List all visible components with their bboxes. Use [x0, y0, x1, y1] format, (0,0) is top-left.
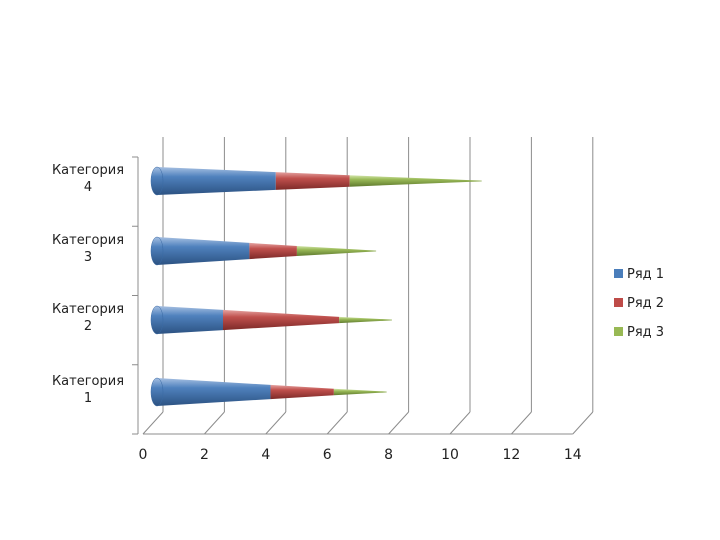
- gridline-floor: [388, 411, 409, 435]
- category-label: Категория 1: [52, 374, 124, 406]
- cone-base: [150, 166, 164, 196]
- gridline-floor: [204, 411, 225, 435]
- legend-swatch: [614, 269, 623, 278]
- x-tick-label: 14: [564, 447, 582, 463]
- gridline-floor: [572, 411, 594, 435]
- category-label: Категория 2: [52, 302, 124, 334]
- category-label: Категория 3: [52, 233, 124, 265]
- cone-segment-3: [339, 316, 392, 324]
- x-tick-label: 10: [441, 447, 459, 463]
- cone-segment-1: [157, 306, 223, 334]
- legend: Ряд 1 Ряд 2 Ряд 3: [614, 267, 664, 340]
- cone-base: [150, 377, 164, 407]
- x-tick-label: 12: [502, 447, 520, 463]
- legend-label: Ряд 2: [627, 296, 664, 311]
- legend-label: Ряд 1: [627, 267, 664, 282]
- cone-segment-1: [157, 237, 250, 265]
- gridline-floor: [511, 411, 532, 435]
- axes: [132, 156, 573, 435]
- gridline-floor: [326, 411, 348, 435]
- cone-base: [150, 305, 164, 335]
- cone-segment-2: [275, 172, 350, 190]
- x-tick-label: 4: [261, 447, 270, 463]
- legend-swatch: [614, 298, 623, 307]
- cone-segment-3: [333, 388, 387, 396]
- cone-segment-2: [270, 384, 334, 400]
- cone-segment-1: [157, 378, 271, 406]
- labels: 0 2 4 6 8 10 12 14 Категория 1 Категория 2 Категория…: [52, 163, 582, 463]
- cones: [150, 166, 482, 407]
- cone-segment-2: [249, 242, 297, 260]
- x-tick-label: 8: [384, 447, 393, 463]
- gridline-floor: [265, 411, 287, 435]
- cone-segment-2: [223, 309, 340, 331]
- legend-swatch: [614, 327, 623, 336]
- x-tick-label: 0: [139, 447, 148, 463]
- category-label: Категория 4: [52, 163, 124, 195]
- gridline-floor: [449, 411, 471, 435]
- gridline-floor: [142, 411, 164, 435]
- x-tick-label: 6: [323, 447, 332, 463]
- cone-segment-3: [349, 175, 482, 187]
- cone-base: [150, 236, 164, 266]
- x-tick-label: 2: [200, 447, 209, 463]
- cone-segment-1: [157, 167, 276, 195]
- legend-label: Ряд 3: [627, 325, 664, 340]
- cone-segment-3: [296, 245, 377, 257]
